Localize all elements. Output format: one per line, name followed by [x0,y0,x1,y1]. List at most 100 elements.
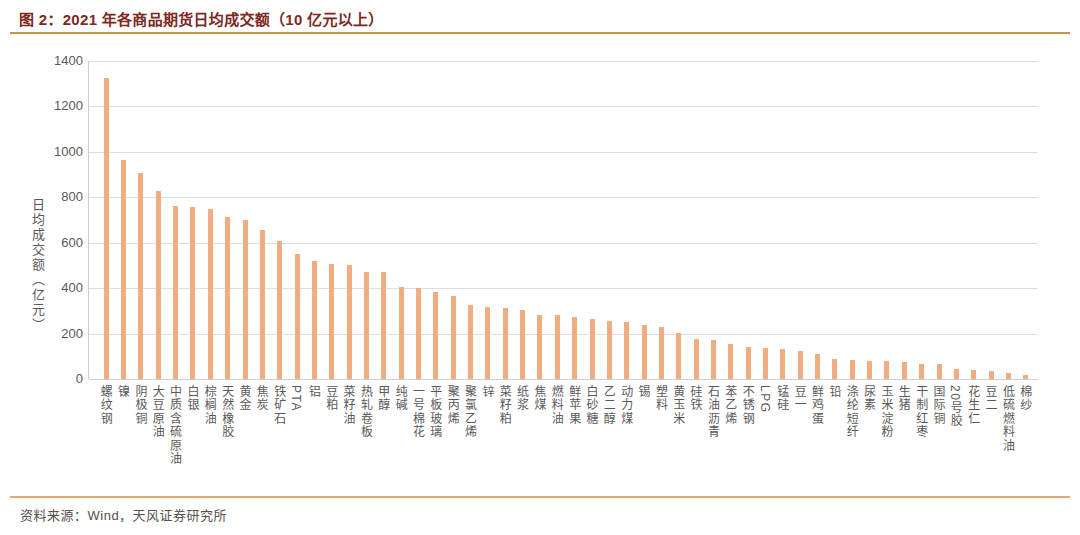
bar [763,348,768,379]
bar [156,191,161,379]
x-category-label: 聚氯乙烯 [461,385,479,439]
x-category-label-text: 塑料 [653,385,667,412]
bar [590,319,595,379]
x-category-label: 黄金 [235,385,253,412]
x-category-label: 豆一 [790,385,808,412]
x-category-label: 锡 [634,385,652,399]
bar [711,340,716,379]
x-category-label: 焦炭 [252,385,270,412]
x-category-label-text: 白砂糖 [584,385,598,426]
y-axis-tick-label: 0 [43,371,83,387]
x-category-label-text: 豆一 [792,385,806,412]
x-category-label: 石油沥青 [703,385,721,439]
x-category-label-text: 热轧卷板 [358,385,372,439]
x-category-label-text: LPG [758,385,772,414]
x-category-label: PTA [287,385,305,412]
bar [659,327,664,379]
x-category-label-text: 锡 [636,385,650,399]
bar [832,359,837,379]
x-category-label-text: 铅 [827,385,841,399]
x-category-label-text: 涤纶短纤 [844,385,858,439]
x-category-label: LPG [756,385,774,414]
x-category-label-text: 低硫燃料油 [1000,385,1014,453]
bar [537,315,542,380]
x-category-label-text: 石油沥青 [705,385,719,439]
x-category-label: 铅 [825,385,843,399]
x-category-label: 菜籽油 [339,385,357,426]
x-category-label-text: PTA [289,385,303,412]
x-category-label-text: 黄玉米 [671,385,685,426]
x-category-label-text: 纸浆 [515,385,529,412]
x-category-label-text: 纯碱 [393,385,407,412]
x-category-label-text: 中质含硫原油 [168,385,182,466]
y-axis-title: 日均成交额（亿元） [28,145,47,385]
x-category-label-text: 焦炭 [254,385,268,412]
x-category-label: 乙二醇 [599,385,617,426]
bar [104,78,109,379]
y-axis-tick-label: 1400 [43,53,83,69]
bar [694,339,699,379]
x-category-label-text: 锰硅 [775,385,789,412]
x-category-label: 菜籽粕 [495,385,513,426]
bar [746,347,751,379]
gridline [89,152,1038,153]
x-category-label-text: 铁矿石 [272,385,286,426]
x-category-label: 阴极铜 [131,385,149,426]
bar [399,287,404,379]
plot-area [88,61,1038,379]
source-note: 资料来源：Wind，天风证券研究所 [20,505,227,524]
x-category-label-text: 棕榈油 [202,385,216,426]
x-category-label: 大豆原油 [148,385,166,439]
x-category-label: 铁矿石 [270,385,288,426]
x-category-label: 黄玉米 [669,385,687,426]
x-category-label: 平板玻璃 [426,385,444,439]
x-category-label: 低硫燃料油 [998,385,1016,453]
y-axis-tick-label: 1000 [43,144,83,160]
title-divider [10,32,1070,34]
x-category-label-text: 国际铜 [931,385,945,426]
x-category-label: 动力煤 [617,385,635,426]
x-category-label-text: 菜籽油 [341,385,355,426]
x-category-label: 20号胶 [946,385,964,428]
y-axis-tick-label: 600 [43,235,83,251]
x-category-label-text: 豆二 [983,385,997,412]
bar [485,307,490,379]
gridline [89,197,1038,198]
x-category-label: 涤纶短纤 [842,385,860,439]
x-category-label-text: 尿素 [862,385,876,412]
x-category-label-text: 硅铁 [688,385,702,412]
bar [902,362,907,379]
bar [329,264,334,379]
x-category-label-text: 花生仁 [966,385,980,426]
gridline [89,288,1038,289]
x-category-label-text: 焦煤 [532,385,546,412]
y-axis-tick-label: 800 [43,189,83,205]
x-category-label: 螺纹钢 [96,385,114,426]
bar [190,207,195,379]
bar [121,160,126,379]
bar [433,292,438,379]
x-category-label-text: 豆粕 [324,385,338,412]
bar [919,364,924,379]
x-category-label-text: 生猪 [896,385,910,412]
bar [850,360,855,379]
x-category-label: 焦煤 [530,385,548,412]
bar [607,321,612,379]
x-category-label-text: 玉米淀粉 [879,385,893,439]
x-category-label-text: 20号胶 [948,385,962,428]
x-category-label-text: 棉纱 [1018,385,1032,412]
bar [416,288,421,379]
bar [138,173,143,379]
bar [642,325,647,379]
bar [884,361,889,379]
bar [260,230,265,379]
x-category-label: 白砂糖 [582,385,600,426]
gridline [89,106,1038,107]
x-category-label-text: 苯乙烯 [723,385,737,426]
x-category-label: 天然橡胶 [218,385,236,439]
bar [295,254,300,379]
x-category-label-text: 黄金 [237,385,251,412]
x-category-label-text: 动力煤 [619,385,633,426]
x-category-label-text: 燃料油 [549,385,563,426]
bar-chart: 日均成交额（亿元） 0200400600800100012001400 螺纹钢镍… [0,40,1080,490]
